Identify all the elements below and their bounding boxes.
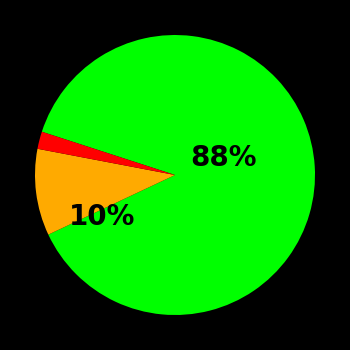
Text: 88%: 88% xyxy=(191,144,257,172)
Wedge shape xyxy=(37,132,175,175)
Wedge shape xyxy=(35,149,175,234)
Text: 10%: 10% xyxy=(69,203,135,231)
Wedge shape xyxy=(42,35,315,315)
